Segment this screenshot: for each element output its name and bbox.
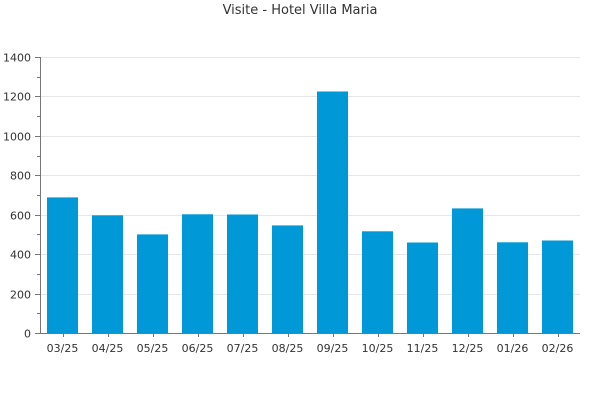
x-tick-label: 01/26 (497, 342, 529, 355)
x-tick-label: 06/25 (182, 342, 214, 355)
bar-11-25 (407, 242, 438, 333)
x-tick-label: 08/25 (272, 342, 304, 355)
bar-10-25 (362, 231, 393, 333)
y-tick-label: 600 (10, 210, 31, 223)
bar-02-26 (542, 240, 573, 333)
x-tick-label: 09/25 (317, 342, 349, 355)
axes (35, 57, 580, 337)
y-tick-label: 1200 (3, 91, 31, 104)
y-tick-label: 800 (10, 170, 31, 183)
bar-06-25 (182, 214, 213, 333)
bar-05-25 (137, 234, 168, 333)
x-tick-label: 03/25 (47, 342, 79, 355)
bar-12-25 (452, 208, 483, 333)
bar-09-25 (317, 91, 348, 333)
bar-03-25 (47, 197, 78, 333)
x-tick-label: 12/25 (452, 342, 484, 355)
x-tick-label: 02/26 (542, 342, 574, 355)
tick-labels: 0 200 400 600 800 1000 1200 1400 03/25 04/25 05/25… (3, 52, 573, 356)
y-tick-label: 0 (24, 328, 31, 341)
y-tick-label: 1000 (3, 131, 31, 144)
chart-title: Visite - Hotel Villa Maria (222, 3, 378, 18)
bar-08-25 (272, 225, 303, 333)
bar-04-25 (92, 215, 123, 333)
bar-07-25 (227, 214, 258, 333)
y-tick-label: 200 (10, 289, 31, 302)
x-tick-label: 10/25 (362, 342, 394, 355)
x-tick-label: 04/25 (92, 342, 124, 355)
bars (47, 91, 573, 333)
gridlines (40, 57, 580, 295)
bar-01-26 (497, 242, 528, 333)
x-tick-label: 07/25 (227, 342, 259, 355)
y-tick-label: 1400 (3, 52, 31, 65)
x-tick-label: 11/25 (407, 342, 439, 355)
x-tick-label: 05/25 (137, 342, 169, 355)
y-tick-label: 400 (10, 249, 31, 262)
